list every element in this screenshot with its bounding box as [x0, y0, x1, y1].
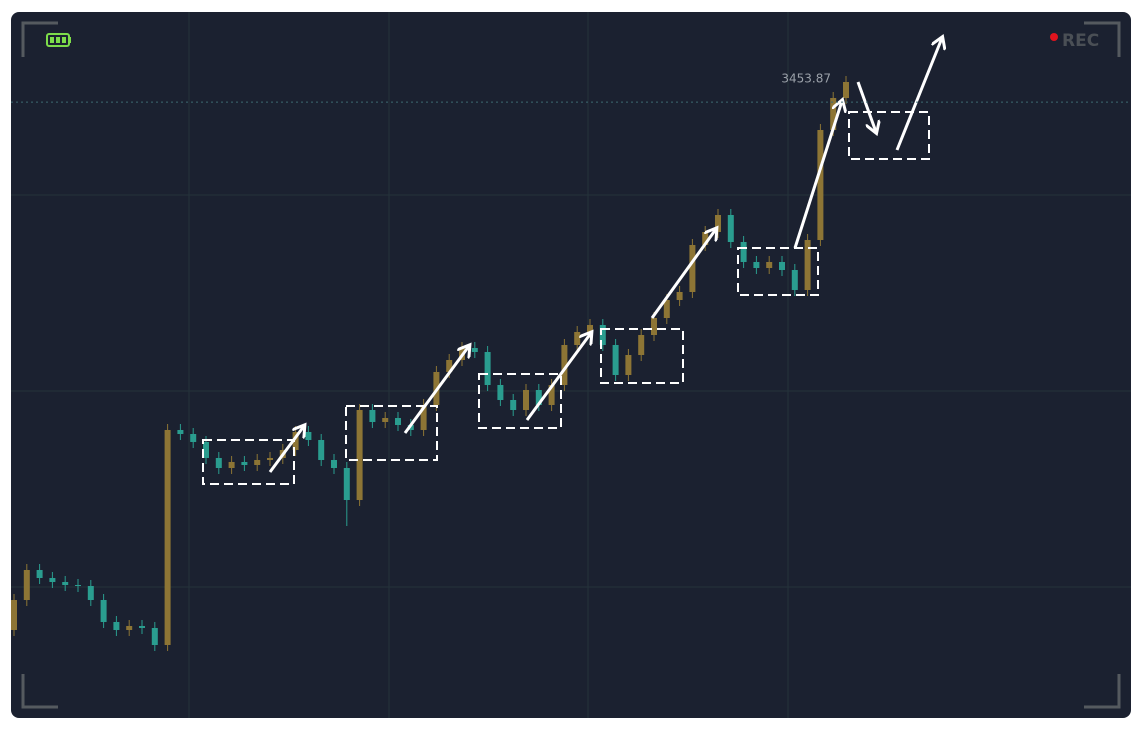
- candle-body: [177, 430, 184, 434]
- candle-body: [599, 325, 606, 345]
- candle-body: [676, 292, 683, 300]
- candle-body: [215, 458, 222, 468]
- candle-body: [305, 432, 312, 440]
- candle-body: [382, 418, 389, 422]
- candle-body: [190, 434, 197, 442]
- candle-body: [766, 262, 773, 268]
- candle-body: [139, 626, 145, 628]
- candle-body: [779, 262, 785, 270]
- candle-body: [331, 460, 337, 468]
- candle-body: [446, 360, 453, 372]
- candle-body: [343, 468, 350, 500]
- candle-body: [561, 345, 568, 385]
- candle-body: [318, 440, 325, 460]
- chart-panel: [11, 12, 1131, 718]
- rec-dot: [1050, 33, 1058, 41]
- candle-body: [395, 418, 401, 425]
- candle-body: [843, 82, 849, 98]
- consolidation-boxes: [202, 111, 930, 485]
- candle-body: [510, 400, 517, 410]
- candle-body: [254, 460, 261, 465]
- rec-label: REC: [1062, 31, 1099, 51]
- candle-body: [715, 215, 721, 232]
- trend-arrows: [268, 38, 942, 473]
- candle-body: [471, 348, 478, 352]
- candle-body: [753, 262, 760, 268]
- battery-icon: [46, 33, 71, 47]
- candle-body: [663, 300, 670, 318]
- candle-body: [369, 410, 376, 422]
- candle-body: [638, 335, 645, 355]
- candle-body: [292, 432, 299, 450]
- candle-body: [151, 628, 158, 645]
- candle-body: [241, 462, 248, 465]
- candle-body: [574, 332, 581, 345]
- candle-body: [548, 385, 555, 405]
- last-price-label: 3453.87: [781, 72, 831, 86]
- candle-body: [164, 430, 171, 645]
- candle-body: [727, 215, 734, 242]
- candle-body: [11, 600, 17, 630]
- candle-body: [535, 390, 542, 405]
- candle-body: [36, 570, 43, 578]
- candle-body: [420, 405, 427, 430]
- candle-body: [87, 586, 94, 600]
- candle-body: [830, 98, 837, 130]
- candle-body: [484, 352, 491, 385]
- candles: [11, 76, 849, 651]
- candle-body: [651, 318, 657, 335]
- candle-body: [113, 622, 120, 630]
- candle-body: [740, 242, 747, 262]
- candle-body: [228, 462, 235, 468]
- candle-body: [523, 390, 529, 410]
- candle-body: [75, 585, 81, 586]
- candle-body: [62, 582, 69, 585]
- candle-body: [791, 270, 798, 290]
- candle-body: [804, 240, 811, 290]
- candle-body: [625, 355, 632, 375]
- candle-body: [267, 458, 273, 460]
- candle-body: [689, 245, 696, 292]
- candle-body: [612, 345, 619, 375]
- candle-body: [497, 385, 504, 400]
- corner-brackets: [21, 21, 1121, 709]
- background-grid: [11, 12, 1131, 718]
- candle-body: [100, 600, 107, 622]
- candle-body: [203, 442, 209, 458]
- candle-body: [126, 626, 133, 630]
- candle-body: [49, 578, 56, 582]
- candle-body: [356, 410, 363, 500]
- candle-body: [587, 325, 593, 332]
- candle-body: [817, 130, 824, 240]
- candle-body: [23, 570, 30, 600]
